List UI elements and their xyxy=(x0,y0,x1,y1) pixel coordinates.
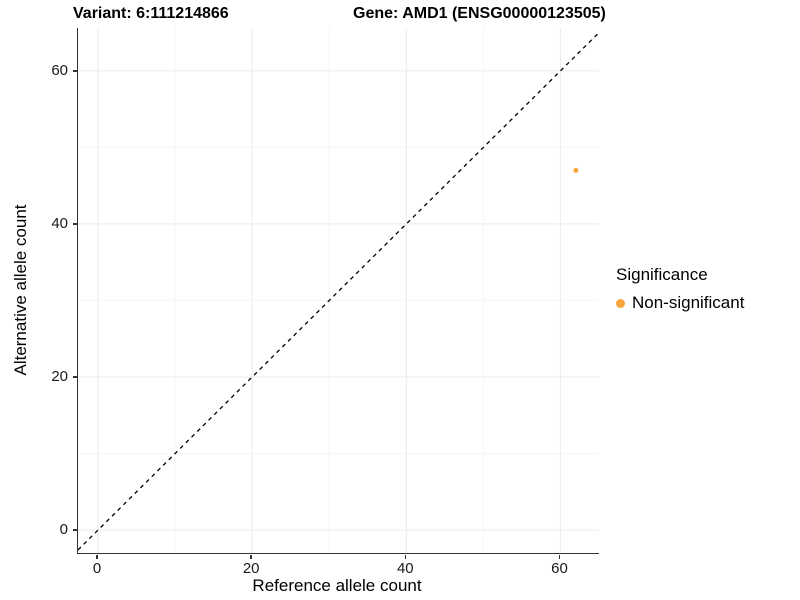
data-point xyxy=(573,167,579,173)
plot-title-gene: Gene: AMD1 (ENSG00000123505) xyxy=(353,5,606,22)
x-tick-label: 40 xyxy=(396,560,414,577)
point-swatch-icon xyxy=(616,298,625,308)
y-tick-mark xyxy=(73,529,77,531)
y-tick-label: 60 xyxy=(51,61,68,79)
x-tick-label: 60 xyxy=(551,560,568,577)
x-tick-mark xyxy=(558,554,561,559)
y-tick-mark xyxy=(73,223,77,225)
legend-item-non-significant: Non-significant xyxy=(616,293,744,313)
y-tick-label: 40 xyxy=(51,214,68,232)
x-axis-title: Reference allele count xyxy=(252,576,422,595)
identity-line xyxy=(78,32,599,551)
x-tick-mark xyxy=(250,554,252,559)
x-tick-mark xyxy=(96,554,98,559)
plot-canvas xyxy=(78,28,599,553)
legend: Significance Non-significant xyxy=(616,265,744,313)
x-tick-label: 0 xyxy=(92,560,102,577)
y-tick-label: 0 xyxy=(59,521,68,539)
y-tick-mark xyxy=(73,70,77,72)
x-tick-mark xyxy=(404,554,407,559)
y-axis-title: Alternative allele count xyxy=(11,204,30,376)
y-tick-label: 20 xyxy=(51,367,68,385)
plot-panel xyxy=(77,28,599,554)
x-tick-label: 20 xyxy=(242,560,260,577)
legend-title: Significance xyxy=(616,265,708,284)
y-tick-mark xyxy=(73,376,77,378)
legend-item-label: Non-significant xyxy=(632,293,745,312)
plot-title-variant: Variant: 6:111214866 xyxy=(73,5,229,22)
